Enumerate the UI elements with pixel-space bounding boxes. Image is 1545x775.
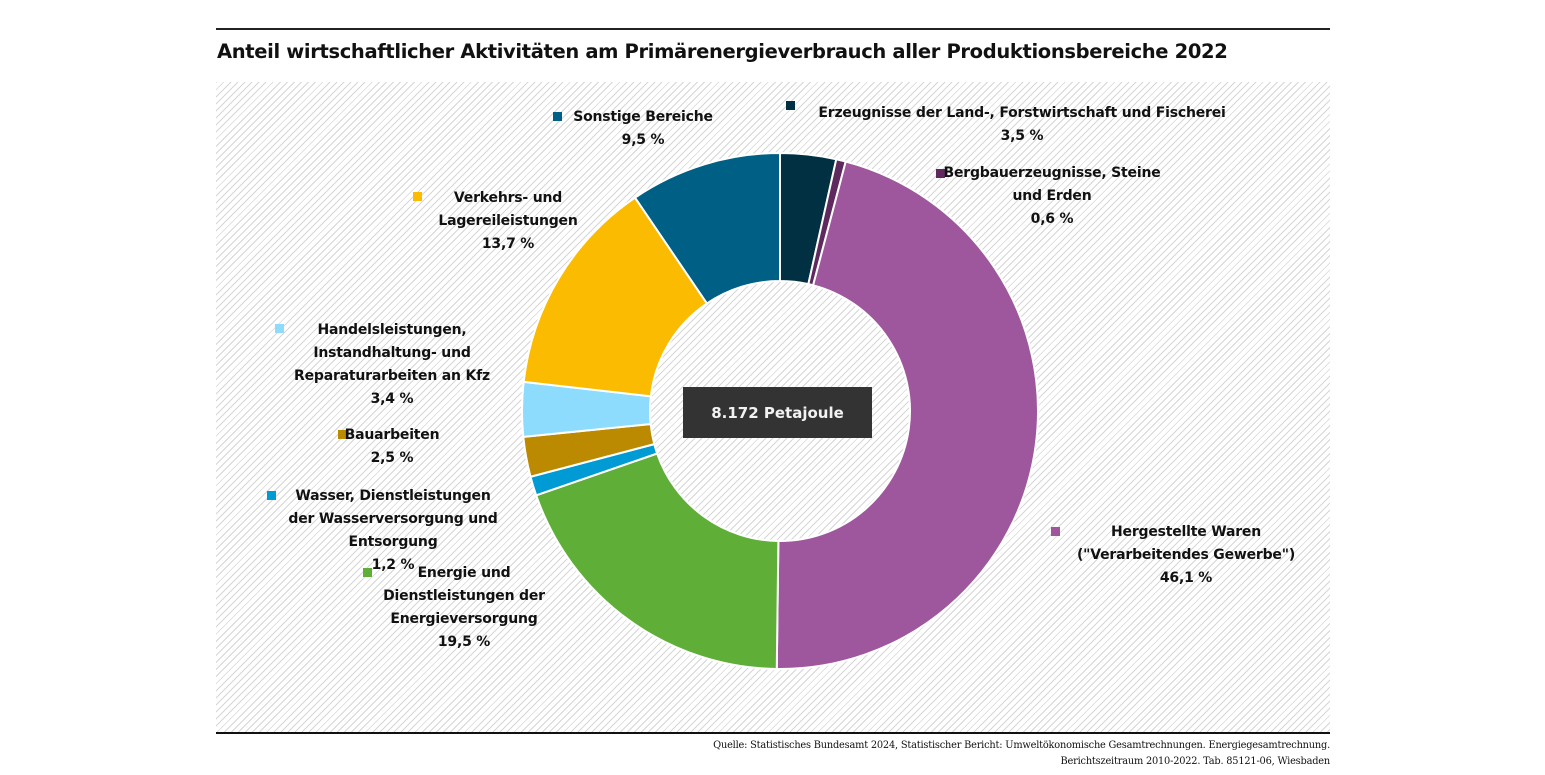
slice-label-2: Hergestellte Waren ("Verarbeitendes Gewer… [1077, 521, 1295, 590]
slice-name-line: ("Verarbeitendes Gewerbe") [1076, 547, 1296, 563]
donut-slice-8 [633, 151, 781, 305]
slice-name-line: Wasser, Dienstleistungen [295, 488, 491, 504]
source-line-2: Berichtszeitraum 2010-2022. Tab. 85121-0… [1060, 756, 1331, 767]
slice-name-line: Entsorgung [348, 534, 438, 550]
donut-slice-3 [534, 452, 780, 670]
legend-swatch-5 [338, 430, 347, 439]
slice-name-line: und Erden [1012, 188, 1092, 204]
center-total-text: 8.172 Petajoule [711, 403, 844, 422]
slice-value-label: 3,4 % [370, 391, 414, 407]
slice-name-line: Bauarbeiten [344, 427, 440, 443]
slice-value-label: 9,5 % [621, 132, 665, 148]
slice-name-line: Sonstige Bereiche [573, 109, 713, 125]
slice-name-line: Verkehrs- und [453, 190, 563, 206]
slice-value-label: 13,7 % [481, 236, 535, 252]
slice-value-label: 1,2 % [371, 557, 415, 573]
slice-label-1: Bergbauerzeugnisse, Steine und Erden 0,6 % [943, 162, 1160, 231]
legend-swatch-3 [363, 568, 372, 577]
slice-name-line: Energie und [417, 565, 511, 581]
donut-slice-2 [775, 160, 1039, 670]
legend-swatch-7 [413, 192, 422, 201]
chart-title: Anteil wirtschaftlicher Aktivitäten am P… [217, 40, 1228, 63]
slice-label-7: Verkehrs- und Lagereileistungen 13,7 % [438, 187, 577, 256]
slice-name-line: Handelsleistungen, [317, 322, 467, 338]
top-rule [216, 28, 1330, 30]
slice-name-line: Energieversorgung [390, 611, 538, 627]
slice-name-line: Hergestellte Waren [1111, 524, 1261, 540]
slice-name-line: der Wasserversorgung und [288, 511, 498, 527]
center-total-label: 8.172 Petajoule [683, 387, 872, 438]
legend-swatch-8 [553, 112, 562, 121]
source-line-1: Quelle: Statistisches Bundesamt 2024, St… [713, 740, 1330, 751]
slice-value-label: 3,5 % [1000, 128, 1044, 144]
slice-value-label: 46,1 % [1159, 570, 1213, 586]
slice-name-line: Lagereileistungen [438, 213, 578, 229]
donut-slice-7 [522, 196, 709, 398]
slice-label-6: Handelsleistungen, Instandhaltung- und Rep… [294, 319, 490, 411]
legend-swatch-4 [267, 491, 276, 500]
slice-name-line: Reparaturarbeiten an Kfz [294, 368, 490, 384]
slice-label-3: Energie und Dienstleistungen der Energieve… [383, 562, 545, 654]
slice-label-8: Sonstige Bereiche 9,5 % [573, 106, 713, 152]
slice-name-line: Bergbauerzeugnisse, Steine [943, 165, 1161, 181]
legend-swatch-2 [1051, 527, 1060, 536]
slice-name-line: Dienstleistungen der [383, 588, 545, 604]
slice-name-line: Erzeugnisse der Land-, Forstwirtschaft u… [818, 105, 1226, 121]
slice-value-label: 19,5 % [437, 634, 491, 650]
legend-swatch-1 [936, 169, 945, 178]
slice-label-0: Erzeugnisse der Land-, Forstwirtschaft u… [818, 102, 1225, 148]
slice-name-line: Instandhaltung- und [313, 345, 471, 361]
slice-label-4: Wasser, Dienstleistungen der Wasserversor… [288, 485, 497, 577]
legend-swatch-0 [786, 101, 795, 110]
source-note: Quelle: Statistisches Bundesamt 2024, St… [713, 738, 1330, 770]
slice-value-label: 0,6 % [1030, 211, 1074, 227]
bottom-rule [216, 732, 1330, 734]
slice-value-label: 2,5 % [370, 450, 414, 466]
legend-swatch-6 [275, 324, 284, 333]
slice-label-5: Bauarbeiten 2,5 % [345, 424, 440, 470]
